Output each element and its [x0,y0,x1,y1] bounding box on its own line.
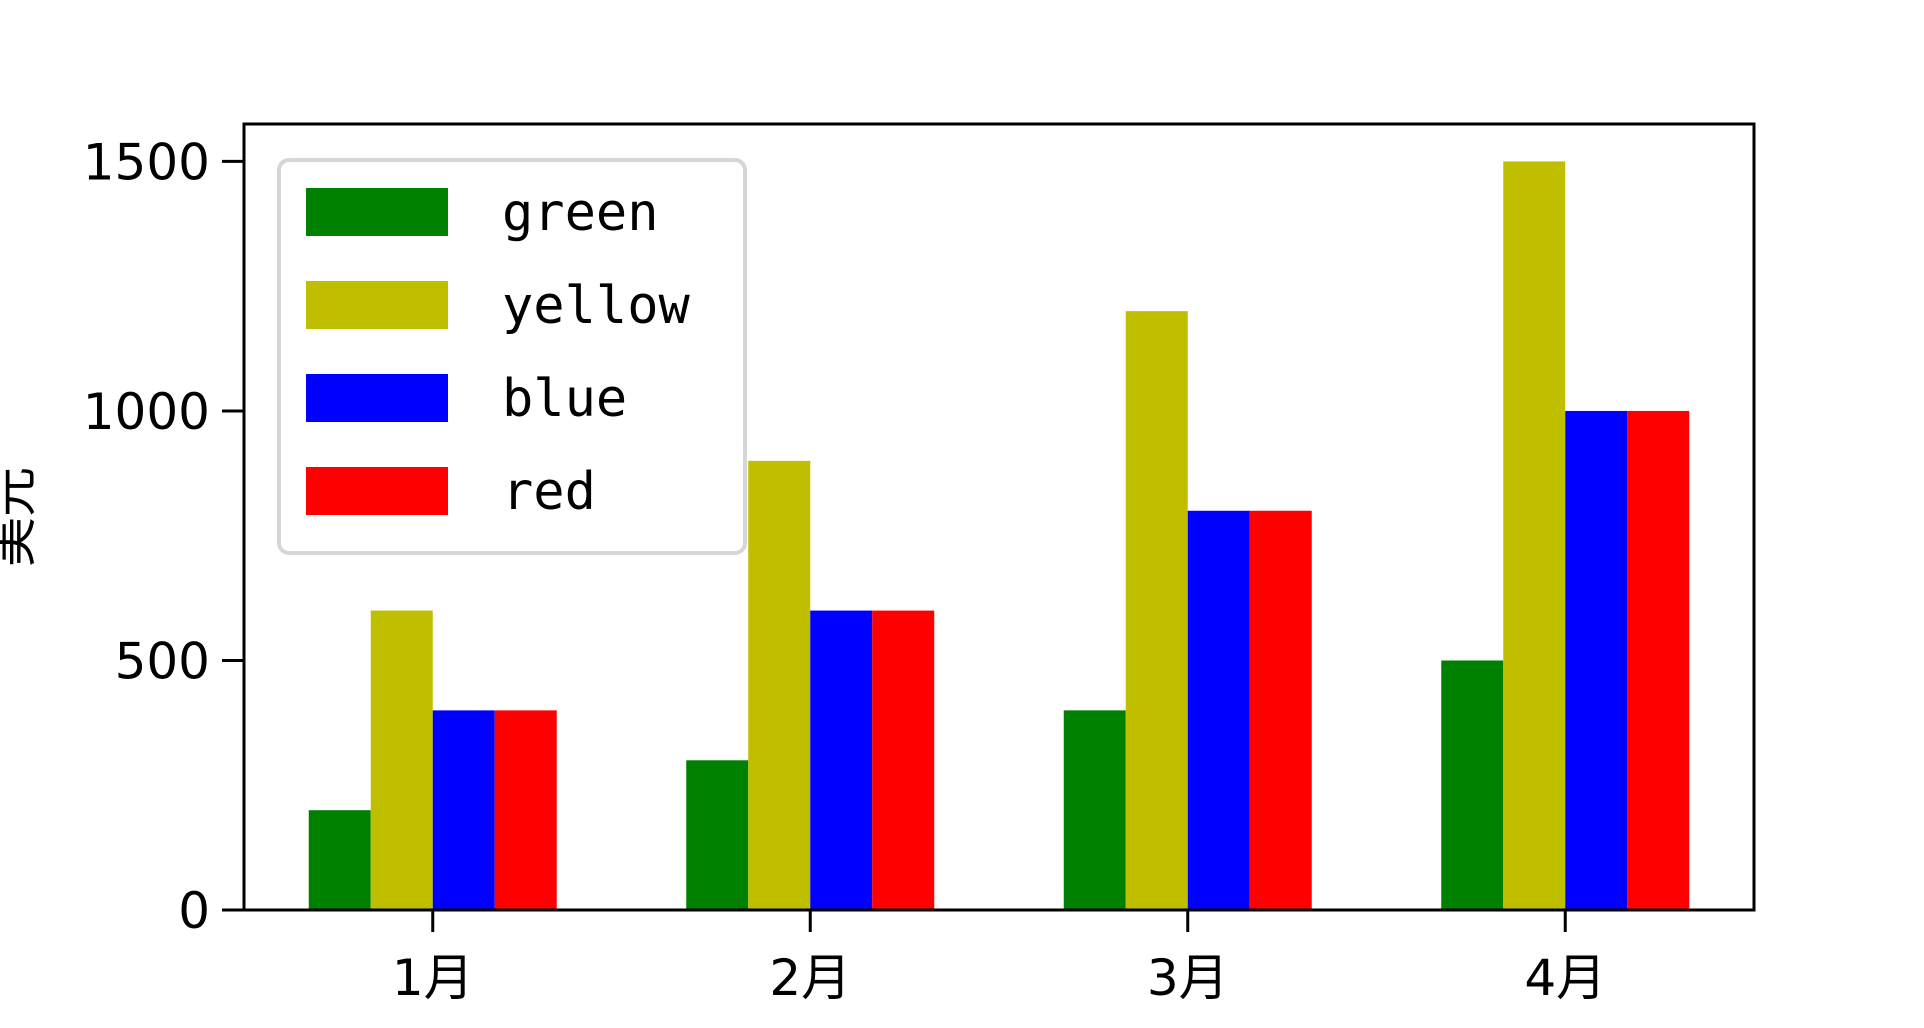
bar-blue-3 [1187,510,1250,910]
legend-box [277,158,747,555]
bars-group [308,161,1690,911]
legend-label-blue: blue [502,369,627,429]
x-tick-label: 2月 [769,949,851,1007]
x-tick-label: 1月 [392,949,474,1007]
y-tick-label: 1500 [83,133,210,191]
y-axis-label: 美元 [0,467,42,567]
legend-swatch-red [306,467,448,515]
x-axis-ticks: 1月 2月 3月 4月 [392,910,1606,1007]
bar-green-4 [1441,660,1504,910]
plot-frame [242,122,1756,912]
bar-green-2 [686,760,749,910]
y-axis-ticks: 0 500 1000 1500 [83,133,244,940]
legend-label-red: red [502,462,596,522]
y-tick-label: 1000 [83,383,210,441]
bar-red-4 [1627,410,1690,910]
legend-swatch-green [306,188,448,236]
bar-red-1 [494,710,557,910]
bar-yellow-3 [1125,311,1188,911]
bar-blue-1 [432,710,495,910]
bar-green-3 [1063,710,1126,910]
bar-blue-4 [1565,410,1628,910]
bar-yellow-2 [748,460,811,910]
legend-swatch-blue [306,374,448,422]
x-tick-label: 4月 [1524,949,1606,1007]
bar-red-2 [872,610,935,910]
bar-green-1 [308,810,371,910]
bar-red-3 [1249,510,1312,910]
x-tick-label: 3月 [1147,949,1229,1007]
bar-blue-2 [810,610,873,910]
bar-yellow-4 [1503,161,1566,910]
bar-yellow-1 [370,610,433,910]
legend-label-yellow: yellow [502,276,691,336]
y-tick-label: 500 [115,632,210,690]
legend: green yellow blue red [277,158,747,555]
y-tick-label: 0 [178,882,210,940]
legend-label-green: green [502,183,659,243]
legend-swatch-yellow [306,281,448,329]
